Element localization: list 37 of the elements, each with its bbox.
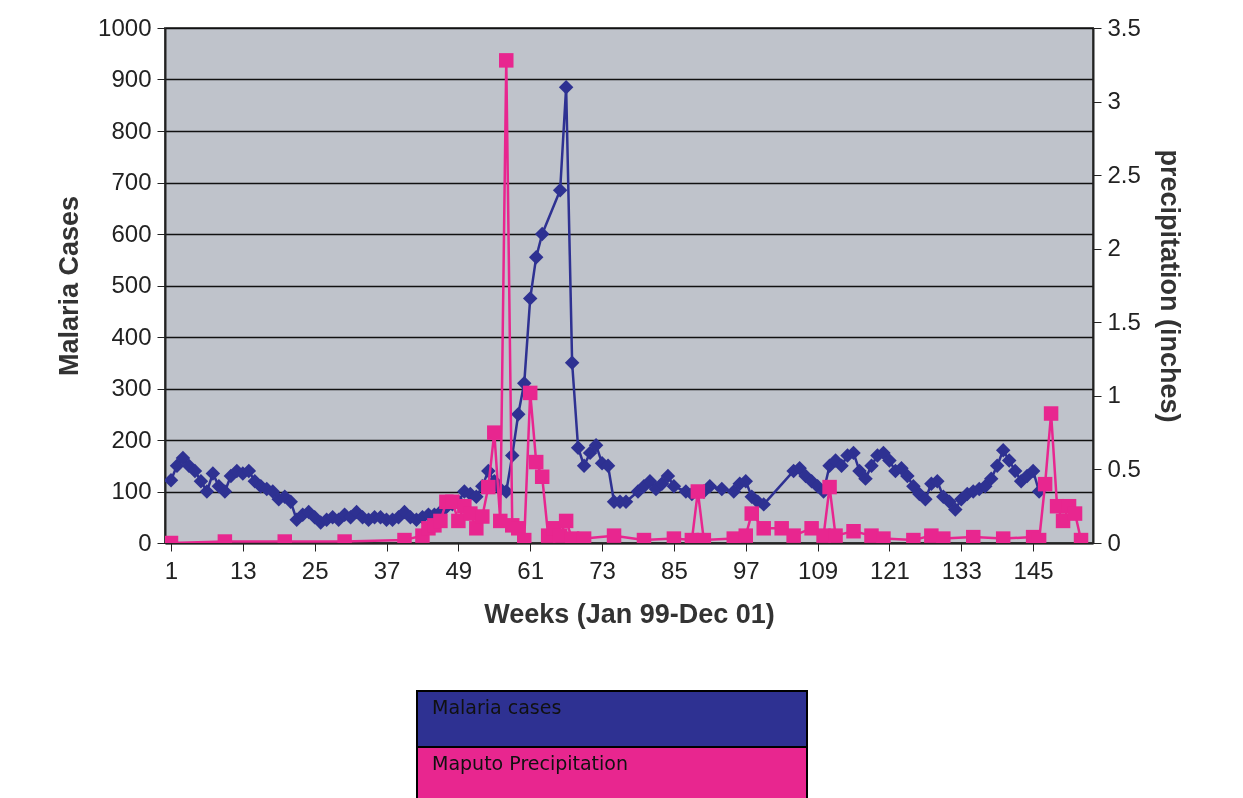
x-tick-label: 61 bbox=[517, 556, 545, 584]
y-tick-label: 200 bbox=[111, 425, 152, 453]
x-tick-label: 1 bbox=[164, 556, 179, 584]
text: Maputo Precipitation bbox=[418, 746, 806, 798]
y-tick-label: 800 bbox=[111, 116, 152, 144]
y2-tick-label: 3 bbox=[1107, 87, 1121, 115]
y2-tick-label: 2 bbox=[1107, 234, 1121, 262]
x-tick-label: 109 bbox=[798, 556, 839, 584]
y2-tick-label: 2.5 bbox=[1107, 160, 1141, 188]
y-tick-label: 700 bbox=[111, 168, 152, 195]
y2-tick-label: 3.5 bbox=[1107, 13, 1141, 41]
y-tick-label: 300 bbox=[111, 374, 152, 401]
y-tick-label: 0 bbox=[138, 528, 152, 556]
y2-tick-label: 1 bbox=[1107, 381, 1121, 409]
x-tick-label: 13 bbox=[229, 556, 257, 584]
x-tick-label: 25 bbox=[301, 556, 329, 584]
x-tick-label: 37 bbox=[373, 556, 401, 584]
y2-tick-label: 1.5 bbox=[1107, 307, 1141, 335]
y2-tick-label: 0.5 bbox=[1107, 454, 1141, 482]
x-axis-title: Weeks (Jan 99-Dec 01) bbox=[484, 598, 775, 629]
y-tick-label: 400 bbox=[111, 322, 152, 350]
y2-tick-label: 0 bbox=[1107, 528, 1121, 556]
x-tick-label: 97 bbox=[732, 556, 760, 584]
text: Malaria cases bbox=[418, 692, 806, 746]
x-tick-label: 133 bbox=[941, 556, 982, 584]
y-tick-label: 600 bbox=[111, 219, 152, 247]
x-tick-label: 49 bbox=[445, 556, 473, 584]
y2-axis-title: precipitation (inches) bbox=[1154, 149, 1185, 423]
y-tick-label: 500 bbox=[111, 271, 152, 298]
x-tick-label: 73 bbox=[589, 556, 616, 584]
y-axis-title: Malaria Cases bbox=[54, 195, 85, 377]
y-tick-label: 1000 bbox=[98, 13, 152, 41]
y-tick-label: 900 bbox=[111, 65, 152, 92]
x-tick-label: 85 bbox=[661, 556, 688, 584]
x-tick-label: 145 bbox=[1013, 556, 1054, 584]
x-tick-label: 121 bbox=[869, 556, 910, 584]
y-tick-label: 100 bbox=[111, 477, 152, 504]
